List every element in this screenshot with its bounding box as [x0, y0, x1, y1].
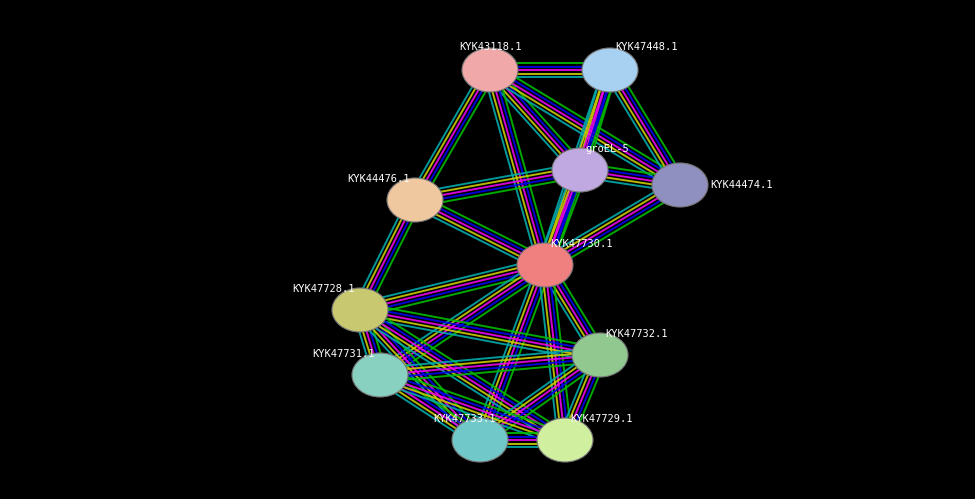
Text: KYK44476.1: KYK44476.1 [347, 174, 410, 184]
Ellipse shape [352, 353, 408, 397]
Text: KYK47448.1: KYK47448.1 [615, 42, 678, 52]
Text: groEL-5: groEL-5 [585, 144, 629, 154]
Text: KYK47733.1: KYK47733.1 [434, 414, 496, 424]
Text: KYK47730.1: KYK47730.1 [550, 239, 612, 249]
Ellipse shape [462, 48, 518, 92]
Text: KYK47732.1: KYK47732.1 [605, 329, 668, 339]
Ellipse shape [552, 148, 608, 192]
Text: KYK47728.1: KYK47728.1 [292, 284, 355, 294]
Text: KYK47729.1: KYK47729.1 [570, 414, 633, 424]
Ellipse shape [537, 418, 593, 462]
Ellipse shape [387, 178, 443, 222]
Ellipse shape [332, 288, 388, 332]
Text: KYK47731.1: KYK47731.1 [313, 349, 375, 359]
Ellipse shape [652, 163, 708, 207]
Ellipse shape [517, 243, 573, 287]
Text: KYK43118.1: KYK43118.1 [459, 42, 522, 52]
Ellipse shape [582, 48, 638, 92]
Ellipse shape [572, 333, 628, 377]
Ellipse shape [452, 418, 508, 462]
Text: KYK44474.1: KYK44474.1 [710, 180, 772, 190]
